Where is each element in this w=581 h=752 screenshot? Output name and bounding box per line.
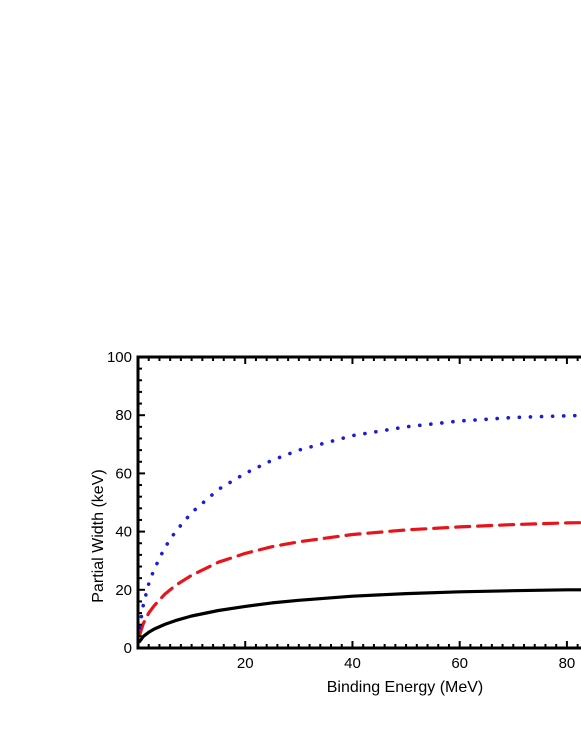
series-line-2 bbox=[138, 521, 581, 637]
y-axis-title: Partial Width (keV) bbox=[90, 469, 107, 602]
plot-border bbox=[136, 355, 581, 650]
series-line-1 bbox=[138, 588, 581, 644]
y-tick-label: 20 bbox=[115, 582, 132, 599]
y-tick-label: 0 bbox=[124, 640, 132, 657]
x-tick-label: 20 bbox=[237, 655, 254, 672]
y-tick-label: 40 bbox=[115, 524, 132, 541]
x-tick-label: 80 bbox=[559, 655, 576, 672]
y-tick-label: 100 bbox=[107, 349, 132, 366]
y-tick-label: 60 bbox=[115, 465, 132, 482]
y-tick-label: 80 bbox=[115, 407, 132, 424]
x-tick-label: 40 bbox=[344, 655, 361, 672]
series-line-3 bbox=[138, 413, 581, 630]
plot-frame bbox=[136, 355, 581, 650]
series-layer bbox=[138, 413, 581, 644]
axis-ticks: 20 40 60 80 0 20 40 60 80 100 bbox=[107, 349, 579, 672]
x-tick-label: 60 bbox=[451, 655, 468, 672]
x-axis-title: Binding Energy (MeV) bbox=[327, 679, 484, 696]
